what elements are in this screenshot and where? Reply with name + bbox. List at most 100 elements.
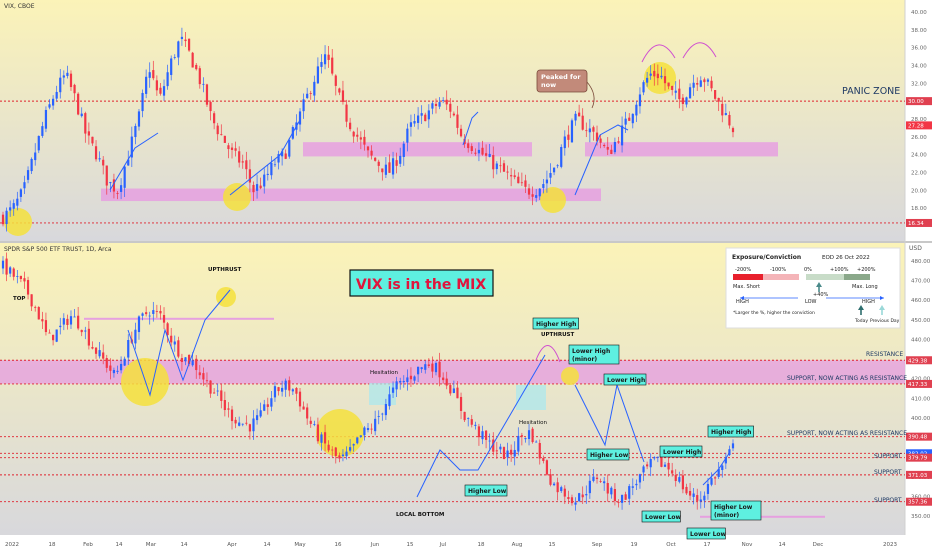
spy-candle	[48, 332, 51, 334]
spy-price-tag-bg	[906, 470, 932, 479]
spy-candle	[724, 457, 727, 464]
vix-candle	[502, 163, 506, 172]
label-support-resistance-1: SUPPORT, NOW ACTING AS RESISTANCE	[787, 375, 907, 382]
vix-candle	[245, 160, 248, 170]
vix-candle	[66, 72, 69, 77]
spy-candle	[431, 363, 434, 372]
vix-candle	[306, 93, 309, 99]
spy-candle	[646, 464, 649, 467]
vix-price-tag: 16.34	[908, 221, 924, 227]
x-tick: 14	[116, 542, 123, 548]
vix-candle	[313, 81, 316, 96]
vix-candle	[484, 153, 488, 156]
spy-candle	[696, 495, 699, 501]
vix-candle	[545, 179, 549, 184]
vix-candle	[696, 83, 699, 85]
spy-candle	[37, 307, 40, 320]
spy-candle	[352, 444, 355, 446]
label-hesitation-1: Hesitation	[370, 370, 398, 376]
vix-candle	[538, 188, 541, 197]
scale-bar-long-strong	[844, 274, 870, 280]
vix-candle	[424, 114, 427, 122]
vix-candle	[77, 93, 80, 115]
vix-candle	[474, 152, 477, 154]
spy-candle	[391, 387, 395, 393]
spy-candle	[41, 319, 44, 322]
vix-y-tick: 32.00	[911, 81, 927, 87]
spy-candle	[80, 329, 83, 333]
vix-candle	[270, 162, 273, 176]
vix-candle	[402, 143, 405, 158]
spy-candle	[127, 340, 130, 358]
vix-candle	[205, 84, 209, 105]
spy-candle	[252, 418, 255, 432]
vix-candle	[105, 165, 108, 186]
vix-candle	[413, 121, 416, 124]
spy-candle	[216, 390, 219, 392]
spy-candle	[624, 494, 627, 500]
spy-candle	[484, 430, 488, 440]
spy-candle	[19, 275, 22, 280]
vix-candle	[628, 117, 631, 121]
scale-m200: -200%	[735, 267, 751, 273]
spy-candle	[642, 466, 645, 473]
vix-candle	[642, 82, 645, 93]
vix-candle	[592, 127, 595, 132]
spy-candle	[241, 423, 244, 425]
spy-candle	[459, 396, 463, 411]
spy-candle	[59, 325, 62, 328]
spy-candle	[656, 456, 659, 458]
spy-candle	[570, 497, 574, 504]
spy-candle	[137, 316, 141, 333]
x-tick: 14	[779, 542, 786, 548]
vix-candle	[331, 57, 334, 74]
spy-candle	[671, 470, 674, 474]
spy-candle	[510, 449, 513, 455]
callout-text-higher_low1: Higher Low	[590, 452, 629, 459]
spy-candle	[388, 394, 391, 407]
vix-candle	[531, 194, 534, 197]
banner-box	[349, 269, 494, 297]
vix-candle	[195, 64, 198, 70]
spy-candle	[173, 341, 176, 345]
vix-candle	[19, 189, 22, 197]
vix-candle	[84, 113, 87, 134]
info-today: Today	[854, 318, 868, 324]
spy-candle	[334, 447, 337, 456]
spy-candle	[653, 457, 656, 459]
spy-candle	[94, 347, 98, 354]
callout-text-lower_high1: Lower High	[607, 377, 645, 384]
vix-y-tick: 28.00	[911, 117, 927, 123]
spy-bottom-line	[700, 515, 825, 518]
spy-candle	[266, 404, 269, 407]
spy-candle	[538, 442, 541, 459]
spy-candle	[230, 409, 234, 422]
spy-candle	[506, 450, 509, 458]
vix-candle	[241, 161, 244, 163]
spy-candle	[549, 474, 552, 485]
vix-candle	[688, 87, 692, 99]
vix-candle	[477, 149, 481, 154]
vix-candle	[610, 149, 613, 154]
vix-y-tick: 26.00	[911, 135, 927, 141]
spy-candle	[277, 387, 280, 392]
spy-candle	[102, 352, 105, 359]
spy-price-tag-bg	[906, 453, 932, 462]
spy-candle	[162, 315, 166, 323]
spy-candle	[234, 419, 237, 424]
vix-candle	[681, 97, 685, 104]
spy-y-tick: 420.00	[911, 377, 931, 383]
vix-candle	[409, 122, 413, 127]
spy-candle	[331, 449, 334, 451]
x-tick: 17	[704, 542, 711, 548]
vix-candle	[542, 184, 545, 188]
vix-candle	[5, 210, 8, 225]
spy-candle	[302, 406, 305, 410]
vix-candle	[202, 83, 205, 85]
spy-candle	[524, 438, 527, 440]
spy-candle	[595, 477, 599, 480]
vix-candle	[216, 125, 219, 135]
spy-candle	[98, 350, 101, 357]
callout-higher_low_minor	[710, 500, 762, 521]
vix-candle	[309, 93, 312, 94]
